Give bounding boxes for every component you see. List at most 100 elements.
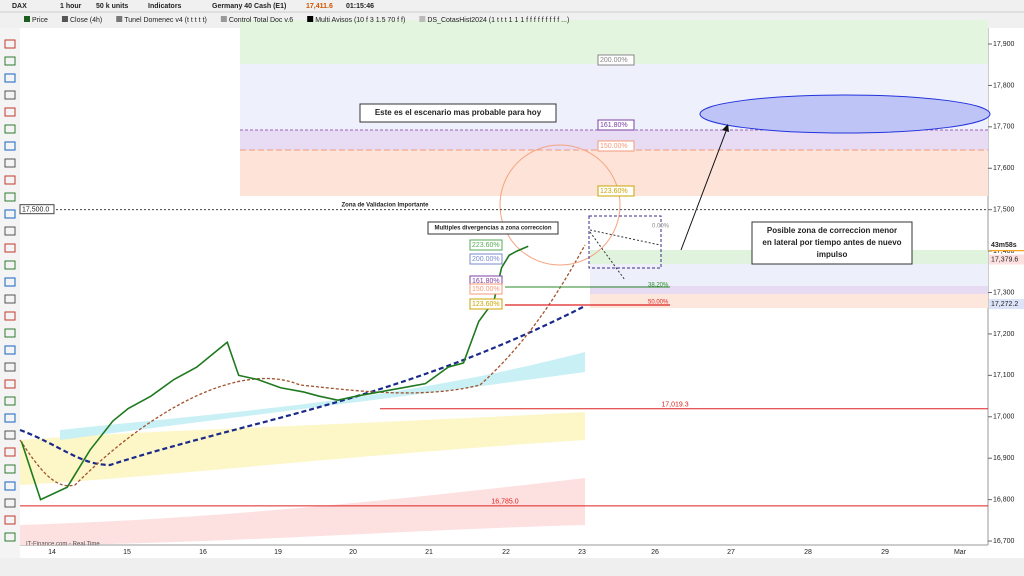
x-tick-label: 22 <box>502 549 510 556</box>
fib-tag <box>597 54 635 66</box>
tool-icon <box>4 379 16 389</box>
y-tick-label: 17,800 <box>993 82 1015 89</box>
callout: en lateral por tiempo antes de nuevo <box>762 238 901 247</box>
fib-label: 123.60% <box>472 301 500 308</box>
indicator-label[interactable]: Control Total Doc v.6 <box>229 17 293 24</box>
fib-label: 150.00% <box>600 143 628 150</box>
retracement-label: 0.00% <box>652 224 670 230</box>
zone <box>240 130 988 150</box>
band <box>60 352 585 440</box>
retracement-label: 50.00% <box>648 300 669 306</box>
footer: IT-Finance.com - Real Time <box>26 542 100 548</box>
y-tick-label: 17,700 <box>993 124 1015 131</box>
price-axis <box>988 28 1024 545</box>
note-box <box>359 103 557 123</box>
tool-icon <box>4 124 16 134</box>
indicator-swatch <box>61 16 68 22</box>
indicator-label[interactable]: Tunel Domenec v4 (t t t t t) <box>124 17 207 24</box>
note: Este es el escenario mas probable para h… <box>375 108 542 117</box>
x-tick-label: 26 <box>651 549 659 556</box>
price-tag-label: 17,379.6 <box>991 256 1018 263</box>
indicator-swatch <box>116 16 123 22</box>
toolbar-item[interactable]: Indicators <box>148 3 182 10</box>
tool-icon <box>4 73 16 83</box>
indicator-swatch <box>419 16 426 22</box>
tool-icon <box>4 56 16 66</box>
level-label: 17,019.3 <box>661 402 688 409</box>
y-tick-label: 17,300 <box>993 289 1015 296</box>
x-tick-label: 16 <box>199 549 207 556</box>
tool-icon <box>4 481 16 491</box>
tool-icon <box>4 396 16 406</box>
tool-icon <box>4 243 16 253</box>
x-tick-label: 29 <box>881 549 889 556</box>
note-box <box>427 221 559 235</box>
callout: impulso <box>817 250 848 259</box>
tool-icon <box>4 447 16 457</box>
band <box>20 412 585 485</box>
countdown: 43m58s <box>991 242 1017 249</box>
tool-icon <box>4 328 16 338</box>
tool-icon <box>4 260 16 270</box>
fib-tag <box>597 140 635 152</box>
zone <box>590 286 988 294</box>
moving-average <box>19 305 586 467</box>
fib-label: 161.80% <box>472 278 500 285</box>
x-tick-label: 28 <box>804 549 812 556</box>
toolbar-item: 01:15:46 <box>346 3 374 10</box>
indicator-label[interactable]: Multi Avisos (10 f 3 1.5 70 f f) <box>315 17 405 24</box>
target-ellipse <box>699 94 991 134</box>
countdown-bg <box>989 240 1024 250</box>
tool-icon <box>4 226 16 236</box>
zone <box>590 294 988 308</box>
callout-box <box>751 221 913 265</box>
y-tick-label: 16,700 <box>993 538 1015 545</box>
tool-icon <box>4 515 16 525</box>
indicator-label[interactable]: Price <box>32 17 48 24</box>
tool-icon <box>4 362 16 372</box>
indicator-swatch <box>220 16 227 22</box>
toolbar-item: 1 hour <box>60 3 82 10</box>
indicator-label[interactable]: DS_CotasHist2024 (1 t t t 1 1 1 f f f f … <box>427 17 569 24</box>
circle <box>499 144 621 266</box>
tool-icon <box>4 294 16 304</box>
y-tick-label: 17,400 <box>993 248 1015 255</box>
fib-tag <box>469 253 503 265</box>
y-tick-label: 17,100 <box>993 372 1015 379</box>
tool-icon <box>4 532 16 542</box>
toolbar-item: Germany 40 Cash (E1) <box>212 3 286 10</box>
price-line <box>20 245 529 501</box>
tool-icon <box>4 192 16 202</box>
fib-label: 200.00% <box>472 256 500 263</box>
fib-tag <box>597 185 635 197</box>
y-tick-label: 17,000 <box>993 414 1015 421</box>
fib-tag <box>469 283 503 295</box>
y-tick-label: 16,800 <box>993 496 1015 503</box>
fib-tag <box>597 119 635 131</box>
fib-label: 123.60% <box>600 188 628 195</box>
moving-average <box>19 244 586 487</box>
x-tick-label: 21 <box>425 549 433 556</box>
price-tag <box>989 299 1024 310</box>
fib-label: 223.60% <box>472 242 500 249</box>
tool-icon <box>4 498 16 508</box>
y-tick-label: 17,200 <box>993 331 1015 338</box>
x-tick-label: Mar <box>954 549 967 556</box>
x-tick-label: 27 <box>727 549 735 556</box>
tool-icon <box>4 277 16 287</box>
note: Zona de Validacion Importante <box>341 203 429 209</box>
y-tick-label: 16,900 <box>993 455 1015 462</box>
level-tag <box>19 204 55 215</box>
band <box>20 478 585 545</box>
tool-icon <box>4 345 16 355</box>
tool-icon <box>4 209 16 219</box>
fib-tag <box>469 239 503 251</box>
toolbar-item: 50 k units <box>96 3 128 10</box>
x-tick-label: 19 <box>274 549 282 556</box>
fib-label: 150.00% <box>472 286 500 293</box>
callout: Posible zona de correccion menor <box>767 226 897 235</box>
level-label: 17,500.0 <box>22 207 49 214</box>
fib-tag <box>469 298 503 310</box>
indicator-label[interactable]: Close (4h) <box>70 17 102 24</box>
